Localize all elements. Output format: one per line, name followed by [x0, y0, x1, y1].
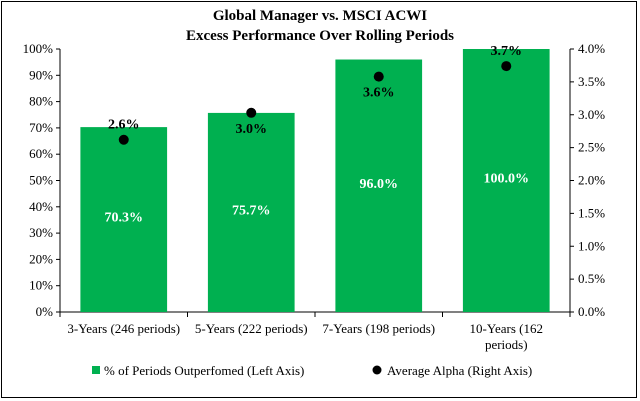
category-labels: 3-Years (246 periods) 5-Years (222 period… [67, 321, 543, 352]
alpha-data-label: 3.6% [363, 86, 395, 101]
alpha-data-label: 3.7% [491, 44, 523, 59]
right-tick-label: 3.0% [578, 107, 605, 122]
right-tick-label: 1.5% [578, 205, 605, 220]
legend-bar-swatch [92, 366, 100, 374]
left-tick-label: 80% [29, 94, 53, 109]
bar-data-label: 70.3% [105, 211, 144, 226]
left-tick-label: 10% [29, 278, 53, 293]
left-tick-label: 0% [36, 304, 54, 319]
bars: 70.3% 75.7% 96.0% 100.0% [80, 49, 550, 313]
left-tick-label: 50% [29, 173, 53, 188]
category-label: 7-Years (198 periods) [322, 321, 435, 336]
alpha-point [246, 107, 257, 118]
left-tick-label: 100% [23, 41, 54, 56]
legend-dot-swatch [372, 365, 382, 375]
category-label: 5-Years (222 periods) [195, 321, 308, 336]
left-tick-label: 20% [29, 251, 53, 266]
right-tick-label: 4.0% [578, 41, 605, 56]
alpha-point [373, 71, 384, 82]
bar [207, 112, 295, 312]
left-tick-label: 30% [29, 225, 53, 240]
right-tick-label: 0.0% [578, 304, 605, 319]
bar-data-label: 96.0% [360, 177, 399, 192]
category-label: 3-Years (246 periods) [67, 321, 180, 336]
dots: 2.6% 3.0% 3.6% 3.7% [108, 44, 522, 145]
bar [80, 127, 168, 313]
right-tick-label: 2.5% [578, 140, 605, 155]
alpha-data-label: 2.6% [108, 118, 140, 133]
alpha-point [501, 61, 512, 72]
category-label: 10-Years (162 [470, 321, 543, 336]
axes: 0% 10% 20% 30% 40% 50% 60% 70% 80% 90% 100% 0.0% 0.5… [23, 41, 606, 319]
legend-dot-label: Average Alpha (Right Axis) [387, 363, 532, 378]
chart-subtitle: Excess Performance Over Rolling Periods [186, 28, 454, 44]
right-tick-label: 2.0% [578, 173, 605, 188]
bar-data-label: 75.7% [232, 203, 271, 218]
right-tick-label: 0.5% [578, 271, 605, 286]
alpha-point [118, 134, 129, 145]
right-tick-label: 3.5% [578, 74, 605, 89]
left-tick-label: 40% [29, 199, 53, 214]
right-tick-label: 1.0% [578, 238, 605, 253]
bar-data-label: 100.0% [484, 172, 530, 187]
bar [335, 59, 423, 312]
left-tick-label: 60% [29, 146, 53, 161]
chart-title: Global Manager vs. MSCI ACWI [213, 8, 427, 24]
category-label: periods) [485, 337, 528, 352]
bar [462, 49, 550, 312]
left-tick-label: 90% [29, 67, 53, 82]
left-tick-label: 70% [29, 120, 53, 135]
alpha-data-label: 3.0% [236, 122, 268, 137]
legend-bar-label: % of Periods Outperfomed (Left Axis) [104, 363, 304, 378]
legend: % of Periods Outperfomed (Left Axis) Aver… [92, 363, 532, 378]
